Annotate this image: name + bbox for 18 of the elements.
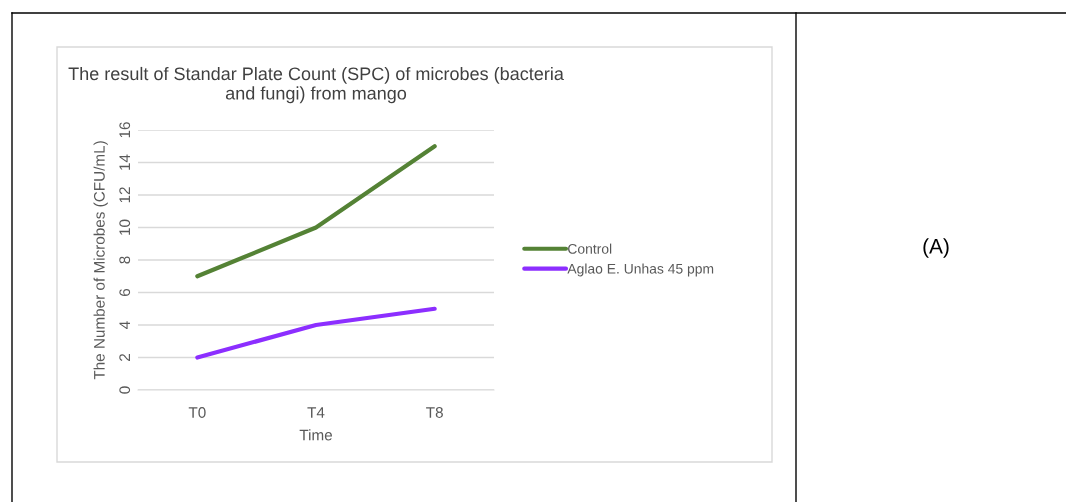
x-axis-title: Time — [299, 429, 333, 441]
y-tick-label: 16 — [119, 122, 131, 138]
legend-label: Aglao E. Unhas 45 ppm — [567, 263, 714, 277]
y-tick-label: 0 — [119, 386, 131, 394]
x-tick-label: T4 — [307, 407, 325, 418]
y-tick-label: 10 — [119, 219, 131, 235]
x-tick-label: T0 — [188, 407, 206, 418]
y-tick-label: 2 — [119, 354, 130, 361]
x-tick-label: T8 — [426, 407, 443, 418]
chart-title: The result of Standar Plate Count (SPC) of microbes (bacteria and fungi) from mango — [68, 66, 564, 104]
y-tick-label: 8 — [119, 256, 131, 264]
y-axis-title: The Number of Microbes (CFU/mL) — [93, 141, 108, 380]
y-tick-label: 4 — [119, 321, 130, 329]
y-tick-label: 6 — [119, 288, 131, 296]
y-tick-label: 12 — [119, 187, 130, 203]
y-tick-label: 14 — [119, 154, 130, 170]
text: (A) — [923, 238, 949, 258]
legend-label: Control — [568, 243, 612, 254]
